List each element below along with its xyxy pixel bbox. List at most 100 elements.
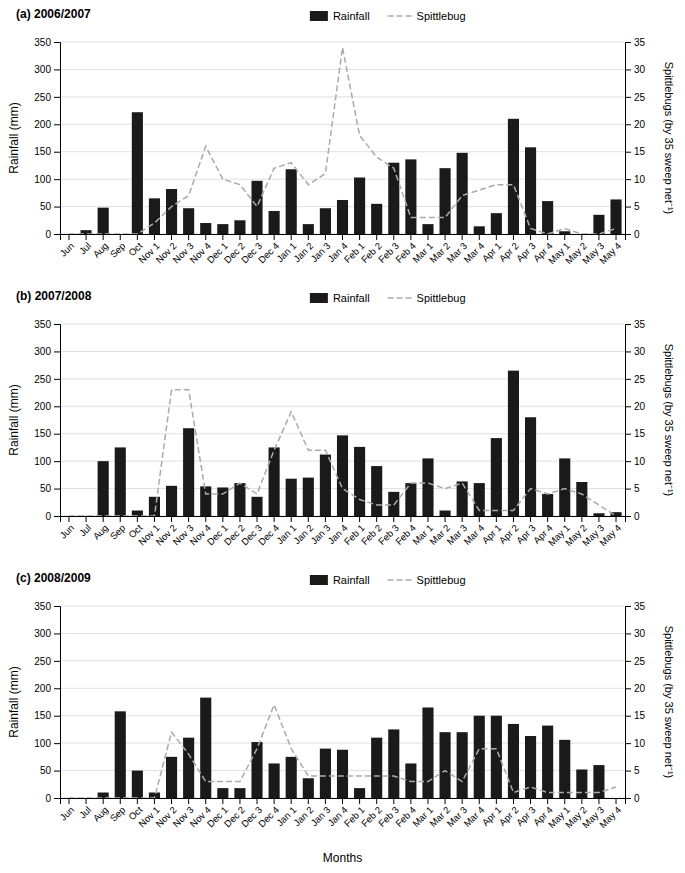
bar	[542, 494, 553, 516]
tick-mark	[427, 516, 428, 522]
tick-label: 25	[634, 92, 646, 103]
bar	[303, 224, 314, 234]
y-tick: 250	[34, 374, 60, 385]
legend-swatch	[388, 579, 412, 581]
bar	[98, 793, 109, 798]
tick-mark	[625, 461, 631, 462]
bar	[405, 763, 416, 798]
bar	[200, 698, 211, 798]
title: (a) 2006/2007	[16, 7, 91, 21]
tick-mark	[616, 234, 617, 240]
tick-mark	[462, 234, 463, 240]
bar	[440, 511, 451, 516]
y-tick: 30	[625, 628, 646, 639]
bar	[337, 750, 348, 798]
y-tick: 300	[34, 64, 60, 75]
y-tick: 0	[45, 511, 60, 522]
tick-mark	[239, 516, 240, 522]
tick-mark	[154, 798, 155, 804]
bar	[388, 163, 399, 234]
x-tick: Aug	[91, 234, 111, 260]
bar	[183, 738, 194, 798]
grid-line	[60, 69, 625, 70]
y-axis: 050100150200250300350	[34, 601, 60, 804]
x-tick: Sep	[108, 798, 128, 824]
tick-mark	[103, 234, 104, 240]
bar	[286, 169, 297, 234]
y-tick: 200	[34, 683, 60, 694]
tick-mark	[625, 179, 631, 180]
legend-label: Rainfall	[333, 574, 370, 586]
bar	[491, 438, 502, 516]
tick-mark	[291, 516, 292, 522]
tick-label: 100	[34, 456, 51, 467]
tick-label: 0	[634, 793, 640, 804]
tick-mark	[308, 516, 309, 522]
tick-mark	[496, 234, 497, 240]
x-tick: Jun	[57, 234, 76, 259]
bar	[166, 189, 177, 234]
tick-mark	[257, 798, 258, 804]
tick-mark	[359, 516, 360, 522]
tick-mark	[54, 179, 60, 180]
y-tick: 20	[625, 401, 646, 412]
tick-label: 20	[634, 683, 646, 694]
bar	[166, 757, 177, 798]
tick-label: Jun	[57, 522, 76, 541]
y-axis: 050100150200250300350	[34, 319, 60, 522]
x-axis: JunJulAugSepOctNov 1Nov 2Nov 3Nov 4Dec 1…	[57, 516, 625, 548]
tick-mark	[496, 516, 497, 522]
tick-mark	[530, 234, 531, 240]
grid	[60, 606, 625, 798]
tick-mark	[376, 234, 377, 240]
tick-mark	[54, 379, 60, 380]
tick-mark	[427, 234, 428, 240]
tick-mark	[54, 351, 60, 352]
tick-label: 30	[634, 628, 646, 639]
tick-mark	[410, 234, 411, 240]
tick-mark	[427, 798, 428, 804]
bars	[98, 698, 605, 798]
tick-mark	[54, 633, 60, 634]
bar	[320, 455, 331, 516]
tick-mark	[625, 516, 631, 517]
grid-line	[60, 324, 625, 325]
line	[69, 390, 616, 516]
tick-mark	[205, 516, 206, 522]
tick-mark	[54, 406, 60, 407]
bar	[251, 742, 262, 798]
tick-label: Aug	[91, 240, 111, 260]
bar	[132, 112, 143, 234]
bar	[354, 788, 365, 798]
bar	[405, 159, 416, 234]
tick-label: 5	[634, 765, 640, 776]
x-tick: May 4	[597, 234, 623, 266]
tick-label: Aug	[91, 522, 111, 542]
tick-label: 250	[34, 92, 51, 103]
tick-label: 300	[34, 628, 51, 639]
y-tick: 200	[34, 119, 60, 130]
axis-line	[626, 607, 632, 799]
bar	[149, 198, 160, 234]
tick-mark	[308, 798, 309, 804]
tick-mark	[205, 234, 206, 240]
tick-mark	[359, 798, 360, 804]
legend-swatch	[310, 293, 328, 303]
tick-mark	[625, 207, 631, 208]
tick-mark	[54, 207, 60, 208]
bar	[422, 707, 433, 798]
plot-area	[69, 371, 622, 516]
tick-mark	[625, 606, 631, 607]
x-tick: Aug	[91, 798, 111, 824]
tick-mark	[54, 124, 60, 125]
tick-label: 150	[34, 710, 51, 721]
tick-label: 0	[634, 511, 640, 522]
tick-mark	[54, 688, 60, 689]
tick-mark	[445, 798, 446, 804]
tick-mark	[513, 516, 514, 522]
tick-mark	[54, 434, 60, 435]
tick-mark	[54, 97, 60, 98]
bar	[320, 749, 331, 798]
tick-label: 20	[634, 401, 646, 412]
tick-label: 25	[634, 656, 646, 667]
